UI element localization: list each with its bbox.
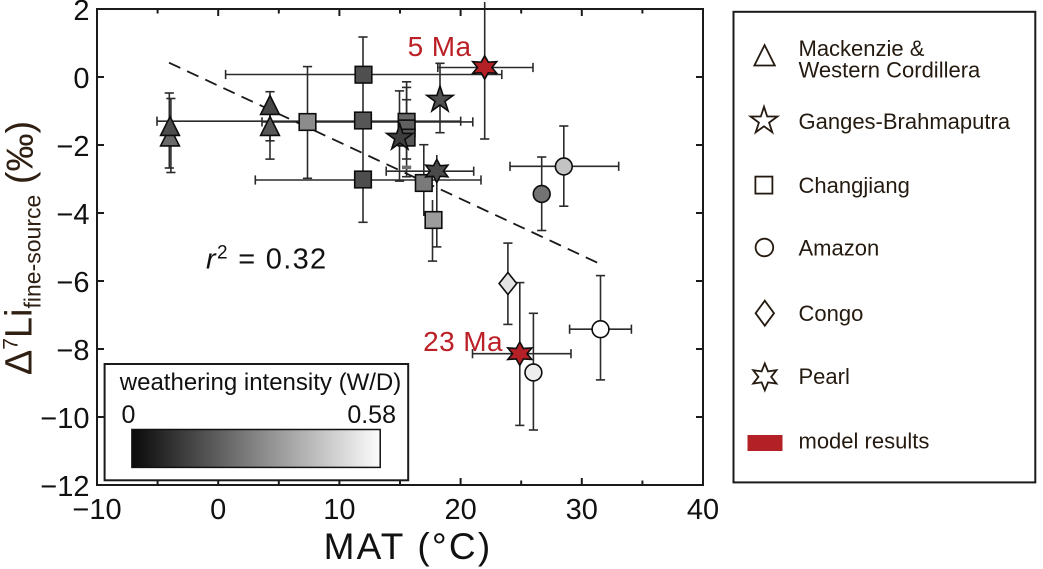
- svg-text:weathering intensity (W/D): weathering intensity (W/D): [119, 369, 401, 396]
- svg-text:Ganges-Brahmaputra: Ganges-Brahmaputra: [799, 109, 1011, 134]
- svg-text:0: 0: [73, 63, 89, 95]
- svg-text:Changjiang: Changjiang: [799, 173, 910, 198]
- svg-text:Congo: Congo: [799, 301, 864, 326]
- svg-text:30: 30: [566, 494, 598, 526]
- svg-text:−12: −12: [40, 471, 89, 503]
- svg-text:MAT (°C): MAT (°C): [324, 526, 493, 567]
- svg-text:−10: −10: [72, 494, 121, 526]
- svg-text:10: 10: [323, 494, 355, 526]
- svg-text:−4: −4: [56, 199, 89, 231]
- svg-text:−2: −2: [56, 131, 89, 163]
- svg-text:23 Ma: 23 Ma: [423, 326, 503, 357]
- svg-text:2: 2: [73, 0, 89, 27]
- svg-text:Amazon: Amazon: [799, 235, 880, 260]
- svg-text:0.58: 0.58: [347, 401, 396, 429]
- svg-text:−6: −6: [56, 267, 89, 299]
- svg-text:model results: model results: [799, 429, 930, 454]
- svg-text:−10: −10: [40, 403, 89, 435]
- svg-text:Western Cordillera: Western Cordillera: [799, 57, 982, 82]
- svg-text:0: 0: [122, 401, 136, 429]
- svg-text:Mackenzie &: Mackenzie &: [799, 36, 925, 61]
- svg-text:5 Ma: 5 Ma: [408, 31, 472, 62]
- svg-text:Pearl: Pearl: [799, 364, 850, 389]
- svg-text:Δ7Lifine-source (‰): Δ7Lifine-source (‰): [0, 121, 46, 375]
- svg-text:−8: −8: [56, 335, 89, 367]
- svg-text:20: 20: [444, 494, 476, 526]
- svg-text:0: 0: [210, 494, 226, 526]
- svg-text:40: 40: [687, 494, 719, 526]
- svg-text:r2 = 0.32: r2 = 0.32: [206, 243, 327, 276]
